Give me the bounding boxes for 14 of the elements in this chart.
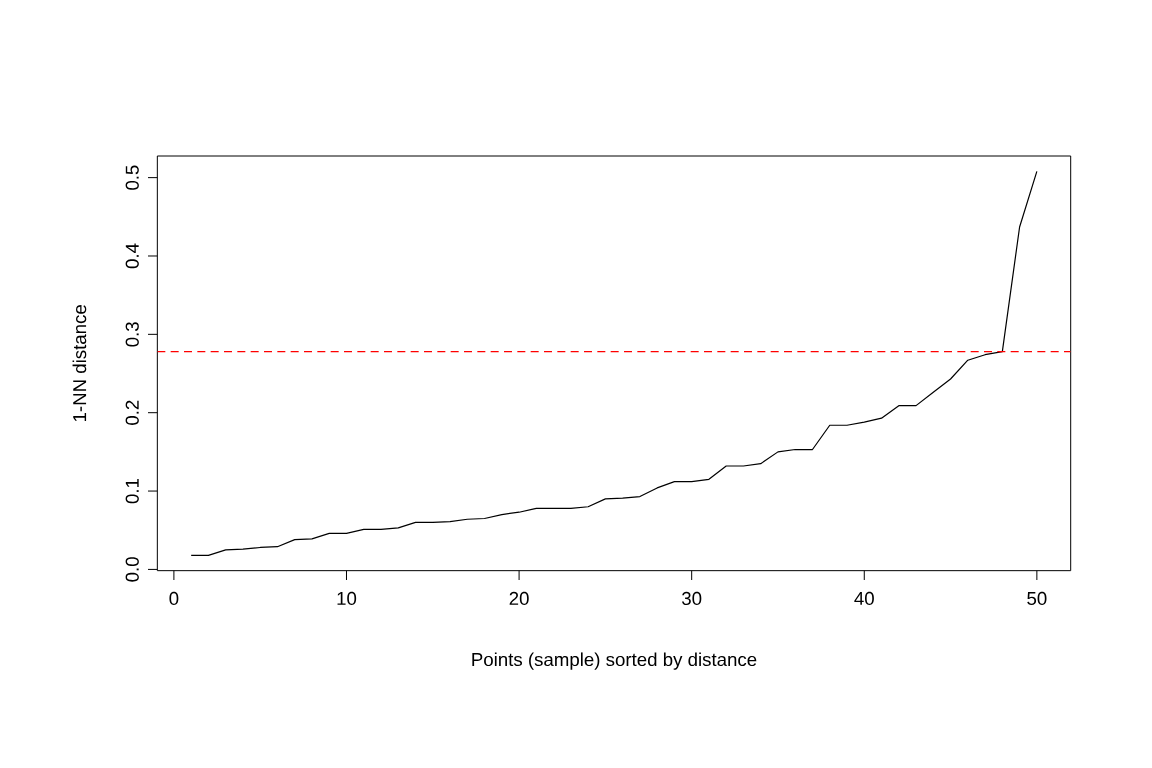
y-tick-label: 0.4 [125, 243, 139, 269]
y-axis-title: 1-NN distance [72, 305, 87, 422]
y-tick-label: 0.3 [125, 322, 139, 347]
y-tick-label: 0.1 [125, 478, 139, 504]
x-axis-title: Points (sample) sorted by distance [472, 652, 757, 670]
y-tick-label: 0.5 [125, 165, 139, 190]
x-tick-label: 0 [169, 591, 179, 606]
x-tick-label: 50 [1027, 591, 1047, 606]
x-tick-label: 30 [682, 591, 702, 606]
x-tick-label: 20 [509, 591, 529, 606]
x-tick-label: 40 [854, 591, 874, 606]
x-tick-label: 10 [337, 591, 357, 606]
y-tick-label: 0.0 [125, 557, 139, 582]
y-tick-label: 0.2 [125, 400, 139, 425]
